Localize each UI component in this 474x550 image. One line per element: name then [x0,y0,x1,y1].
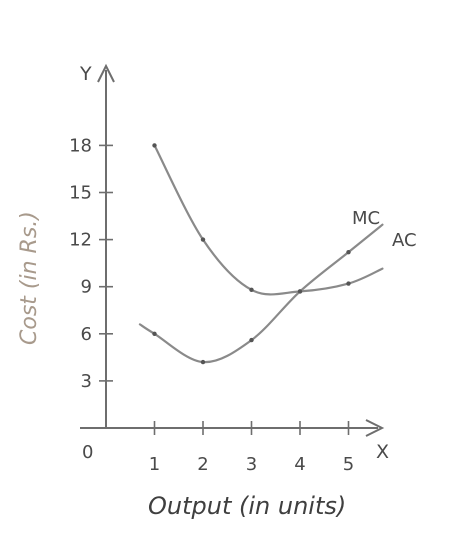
y-tick-label: 15 [69,183,92,204]
x-tick-label: 5 [343,454,354,475]
y-axis-letter: Y [79,63,92,85]
x-axis-letter: X [376,441,389,463]
data-point-mc [297,289,303,294]
data-point-mc [200,359,206,365]
data-point-ac [249,287,254,293]
y-tick-label: 12 [69,230,92,251]
data-point-ac [346,281,351,286]
x-tick-label: 4 [294,454,305,475]
data-point-mc [152,331,157,336]
y-tick-label: 9 [81,277,92,298]
y-tick-label: 18 [69,135,92,156]
data-point-mc [249,337,254,343]
x-axis-arrow [365,419,385,437]
data-point-mc [346,249,351,255]
data-point-ac [200,237,206,242]
y-tick-label: 6 [81,324,92,345]
x-tick-label: 1 [149,454,160,475]
y-tick-label: 3 [81,371,92,392]
y-axis-arrow [97,63,115,83]
origin-label: 0 [82,442,93,463]
series-label-mc: MC [352,208,380,229]
x-tick-label: 3 [246,454,257,475]
series-line-ac [153,144,384,296]
curves-group: AC MC [138,143,417,365]
y-axis-title: Cost (in Rs.) [17,211,42,345]
x-axis-title: Output (in units) [148,492,346,520]
series-label-ac: AC [392,230,417,251]
data-point-ac [152,143,157,148]
x-tick-label: 2 [197,454,208,475]
